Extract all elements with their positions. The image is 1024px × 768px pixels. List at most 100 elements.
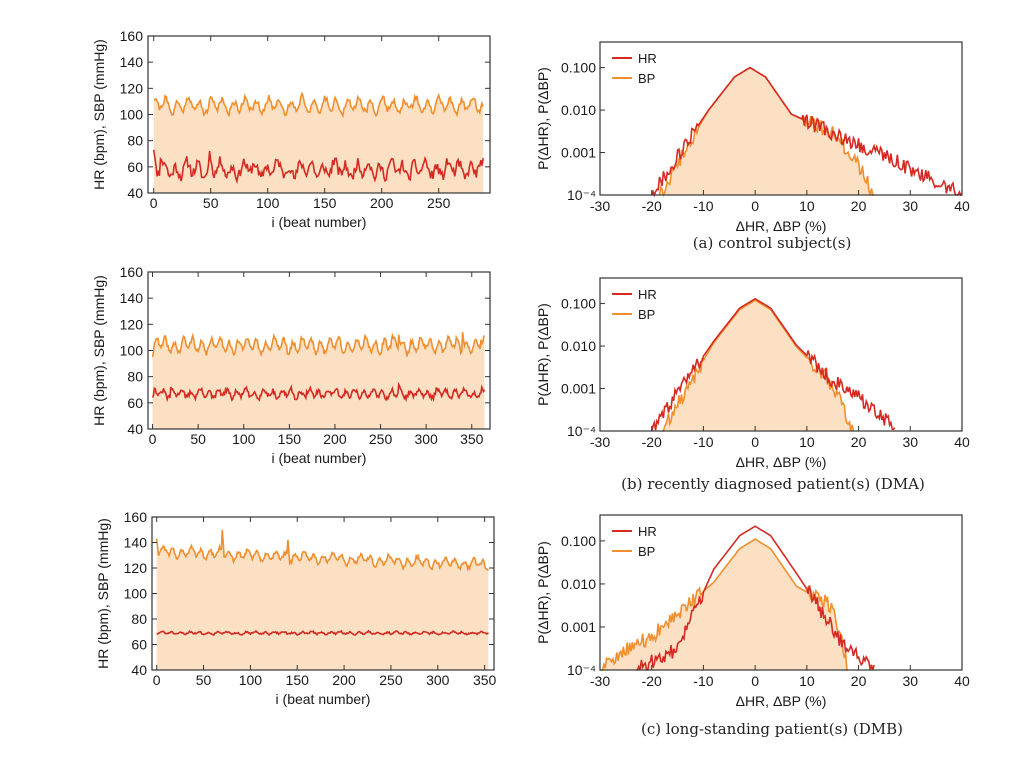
series-line-hr [650, 66, 963, 198]
x-axis-label: ΔHR, ΔBP (%) [736, 693, 827, 709]
y-tick-label: 120 [124, 560, 148, 576]
x-tick-label: 200 [332, 672, 356, 688]
chart-ts-b: 40 60 80 100 120 140 160 0 50 100 150 200 250 300 350 i… [91, 264, 491, 466]
series-line-bp [662, 299, 855, 432]
x-axis-label: ΔHR, ΔBP (%) [736, 454, 827, 470]
y-tick-label: 60 [131, 637, 147, 653]
area-fill-bp [662, 300, 854, 431]
x-tick-label: 0 [149, 431, 157, 447]
x-tick-label: 0 [751, 673, 759, 689]
x-tick-label: 250 [379, 672, 403, 688]
x-tick-label: 20 [851, 673, 867, 689]
y-tick-label: 0.010 [561, 338, 596, 354]
legend-label-bp: BP [638, 71, 655, 86]
x-tick-label: -30 [590, 198, 610, 214]
caption-pd-c: (c) long-standing patient(s) (DMB) [641, 720, 903, 738]
y-tick-label: 160 [124, 509, 148, 525]
legend-label-bp: BP [638, 544, 655, 559]
x-tick-label: 250 [369, 431, 393, 447]
y-tick-label: 40 [131, 662, 147, 678]
legend-label-hr: HR [638, 287, 657, 302]
chart-pd-c: 10⁻⁴ 0.001 0.010 0.100 -30 -20 -10 0 10 20 30 40 ΔHR… [535, 514, 970, 709]
y-axis-label: HR (bpm), SBP (mmHg) [95, 518, 111, 669]
y-tick-label: 120 [120, 316, 144, 332]
y-axis-label: P(ΔHR), P(ΔBP) [535, 303, 551, 406]
x-tick-label: 0 [153, 672, 161, 688]
x-tick-label: 40 [954, 434, 970, 450]
y-tick-label: 100 [120, 107, 144, 123]
x-tick-label: 0 [150, 195, 158, 211]
x-tick-label: 20 [851, 198, 867, 214]
y-axis-label: HR (bpm), SBP (mmHg) [91, 275, 107, 426]
plot-frame [599, 41, 963, 196]
x-tick-label: 10 [799, 434, 815, 450]
legend-label-hr: HR [638, 524, 657, 539]
y-tick-label: 120 [120, 80, 144, 96]
x-tick-label: 150 [313, 195, 337, 211]
x-tick-label: 100 [239, 672, 263, 688]
y-tick-label: 140 [120, 54, 144, 70]
chart-pd-b: 10⁻⁴ 0.001 0.010 0.100 -30 -20 -10 0 10 20 30 40 ΔHR… [535, 277, 970, 470]
x-tick-label: 40 [954, 673, 970, 689]
plot-frame [599, 277, 963, 432]
x-tick-label: 0 [751, 434, 759, 450]
y-tick-label: 140 [120, 290, 144, 306]
y-tick-label: 10⁻⁴ [567, 662, 596, 678]
series-line-hr [636, 525, 875, 671]
x-tick-label: 30 [902, 673, 918, 689]
x-tick-label: 40 [954, 198, 970, 214]
series-line-bp [151, 332, 486, 358]
y-tick-label: 80 [131, 611, 147, 627]
series-line-hr [152, 149, 484, 185]
y-tick-label: 100 [124, 586, 148, 602]
caption-pd-a: (a) control subject(s) [693, 234, 852, 252]
chart-pd-a: 10⁻⁴ 0.001 0.010 0.100 -30 -20 -10 0 10 20 30 40 ΔHR… [535, 41, 970, 234]
x-tick-label: -30 [590, 673, 610, 689]
x-tick-label: 200 [370, 195, 394, 211]
x-tick-label: 50 [196, 672, 212, 688]
x-tick-label: -30 [590, 434, 610, 450]
x-tick-label: 100 [232, 431, 256, 447]
x-tick-label: 30 [902, 198, 918, 214]
x-tick-label: 20 [851, 434, 867, 450]
area-fill-bp [156, 529, 489, 670]
y-axis-label: HR (bpm), SBP (mmHg) [91, 39, 107, 190]
x-tick-label: 0 [751, 198, 759, 214]
y-tick-label: 60 [127, 395, 143, 411]
y-tick-label: 0.001 [561, 145, 596, 161]
x-tick-label: -10 [693, 434, 713, 450]
y-tick-label: 0.010 [561, 576, 596, 592]
y-tick-label: 80 [127, 369, 143, 385]
chart-ts-a: 40 60 80 100 120 140 160 0 50 100 150 200 250 i (beat… [91, 28, 491, 230]
y-tick-label: 0.100 [561, 60, 596, 76]
y-tick-label: 0.100 [561, 533, 596, 549]
x-tick-label: 100 [256, 195, 280, 211]
x-tick-label: 30 [902, 434, 918, 450]
y-tick-label: 0.100 [561, 296, 596, 312]
x-tick-label: 200 [323, 431, 347, 447]
legend-label-hr: HR [638, 51, 657, 66]
caption-pd-b: (b) recently diagnosed patient(s) (DMA) [621, 475, 925, 493]
series-line-bp [155, 529, 490, 572]
x-tick-label: -20 [642, 198, 662, 214]
chart-ts-c: 40 60 80 100 120 140 160 0 50 100 150 200 250 300 350 i… [95, 509, 497, 707]
x-axis-label: i (beat number) [272, 214, 367, 230]
plot-frame [599, 514, 963, 671]
x-tick-label: 10 [799, 673, 815, 689]
y-tick-label: 160 [120, 28, 144, 44]
y-axis-label: P(ΔHR), P(ΔBP) [535, 67, 551, 170]
x-tick-label: 350 [460, 431, 484, 447]
x-tick-label: 350 [473, 672, 497, 688]
x-tick-label: 150 [278, 431, 302, 447]
legend-label-bp: BP [638, 307, 655, 322]
y-tick-label: 40 [127, 421, 143, 437]
series-line-bp [153, 91, 484, 119]
y-tick-label: 160 [120, 264, 144, 280]
y-tick-label: 60 [127, 159, 143, 175]
area-fill-bp [152, 332, 485, 429]
y-tick-label: 100 [120, 343, 144, 359]
x-tick-label: 10 [799, 198, 815, 214]
x-tick-label: 300 [414, 431, 438, 447]
y-tick-label: 140 [124, 535, 148, 551]
